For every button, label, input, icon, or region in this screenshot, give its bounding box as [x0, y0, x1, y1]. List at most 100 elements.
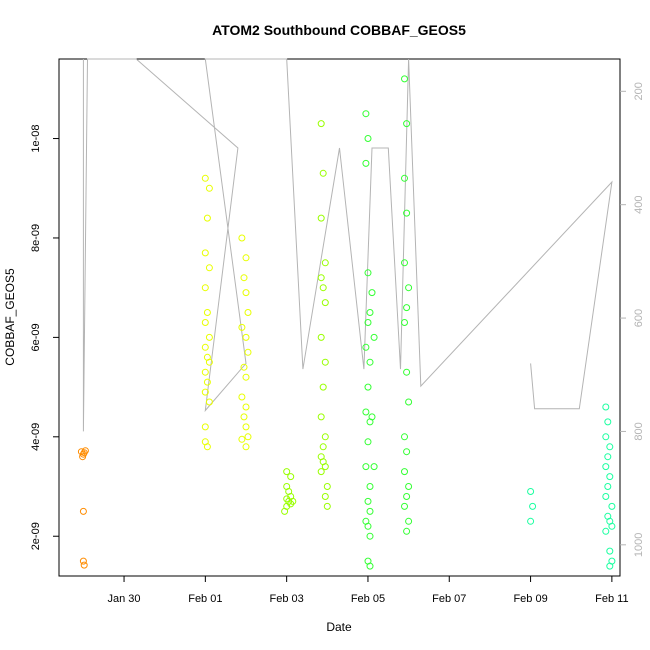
data-point	[323, 502, 331, 510]
data-point	[606, 547, 614, 555]
data-point	[321, 358, 329, 366]
data-point	[321, 433, 329, 441]
data-point	[362, 343, 370, 351]
x-tick-label: Feb 01	[188, 593, 222, 605]
data-point	[366, 507, 374, 515]
data-point	[321, 299, 329, 307]
data-point	[401, 174, 408, 182]
data-point	[366, 562, 374, 570]
data-point	[205, 398, 213, 406]
data-point	[79, 557, 87, 565]
data-point	[364, 383, 372, 391]
data-point	[242, 403, 250, 411]
data-point	[289, 497, 297, 505]
data-point	[401, 502, 408, 510]
data-point	[203, 443, 211, 451]
data-point	[401, 75, 408, 83]
y-axis-label: COBBAF_GEOS5	[3, 268, 17, 366]
data-point	[203, 214, 211, 222]
data-point	[362, 110, 370, 118]
data-point	[205, 264, 213, 272]
x-axis: Jan 30 Feb 01 Feb 03 Feb 05 Feb 07 Feb 09 Feb …	[108, 576, 629, 605]
data-point	[317, 468, 325, 476]
data-point	[602, 463, 610, 471]
data-point	[366, 483, 374, 490]
right-axis-profile-line	[82, 58, 613, 432]
right-tick-label: 800	[633, 422, 645, 440]
data-point	[366, 532, 374, 540]
data-point	[321, 463, 329, 471]
y-tick-label: 6e-09	[30, 323, 42, 351]
data-point	[405, 483, 413, 490]
data-point	[203, 309, 211, 316]
data-point	[319, 443, 327, 451]
data-point	[606, 562, 614, 570]
data-point	[317, 333, 325, 341]
x-tick-label: Jan 30	[108, 593, 141, 605]
data-point	[201, 249, 209, 257]
data-point	[403, 527, 411, 535]
series-1	[201, 174, 252, 451]
data-point	[604, 453, 612, 461]
data-point	[201, 174, 209, 182]
data-point	[529, 502, 537, 510]
data-point	[403, 304, 411, 312]
data-point	[283, 468, 291, 476]
data-point	[242, 423, 250, 431]
data-point	[602, 527, 610, 535]
data-point	[362, 159, 370, 167]
data-point	[238, 435, 246, 443]
series-3	[362, 75, 413, 570]
data-point	[527, 517, 535, 525]
data-point	[319, 383, 327, 391]
data-point	[364, 438, 372, 446]
data-point	[604, 418, 612, 426]
right-axis-line	[82, 58, 613, 432]
data-point	[364, 319, 372, 326]
right-axis: 200 400 600 800 1000	[620, 82, 645, 557]
y-tick-label: 1e-08	[30, 124, 42, 152]
x-tick-label: Feb 09	[513, 593, 547, 605]
y-axis: 2e-09 4e-09 6e-09 8e-09 1e-08	[30, 124, 59, 550]
data-point	[366, 309, 374, 316]
right-tick-label: 200	[633, 82, 645, 100]
data-point	[321, 493, 329, 500]
data-point	[244, 348, 252, 356]
data-point	[405, 284, 413, 292]
data-point	[240, 413, 248, 421]
data-point	[401, 259, 408, 267]
y-tick-label: 4e-09	[30, 423, 42, 451]
data-point	[608, 502, 616, 510]
data-point	[240, 274, 248, 282]
data-point	[240, 363, 248, 371]
x-tick-label: Feb 07	[432, 593, 466, 605]
data-point	[203, 378, 211, 386]
data-point	[201, 284, 209, 292]
data-point	[401, 319, 408, 326]
data-point	[403, 493, 411, 500]
data-point	[604, 483, 612, 490]
data-point	[238, 393, 246, 401]
data-point	[319, 284, 327, 292]
data-point	[364, 135, 372, 142]
series-0	[77, 447, 89, 569]
data-point	[201, 388, 209, 396]
data-point	[401, 468, 408, 476]
data-point	[364, 269, 372, 277]
data-point	[317, 120, 325, 128]
data-point	[606, 443, 614, 451]
data-point	[364, 497, 372, 505]
data-point	[205, 333, 213, 341]
data-point	[317, 274, 325, 282]
data-point	[366, 358, 374, 366]
data-point	[403, 448, 411, 456]
plot-area	[58, 58, 621, 577]
data-point	[606, 473, 614, 481]
data-point	[362, 408, 370, 416]
data-point	[80, 561, 88, 569]
chart-title: ATOM2 Southbound COBBAF_GEOS5	[212, 22, 466, 38]
data-point	[242, 254, 250, 262]
data-point	[364, 522, 372, 530]
x-tick-label: Feb 03	[270, 593, 304, 605]
data-point	[244, 433, 252, 441]
